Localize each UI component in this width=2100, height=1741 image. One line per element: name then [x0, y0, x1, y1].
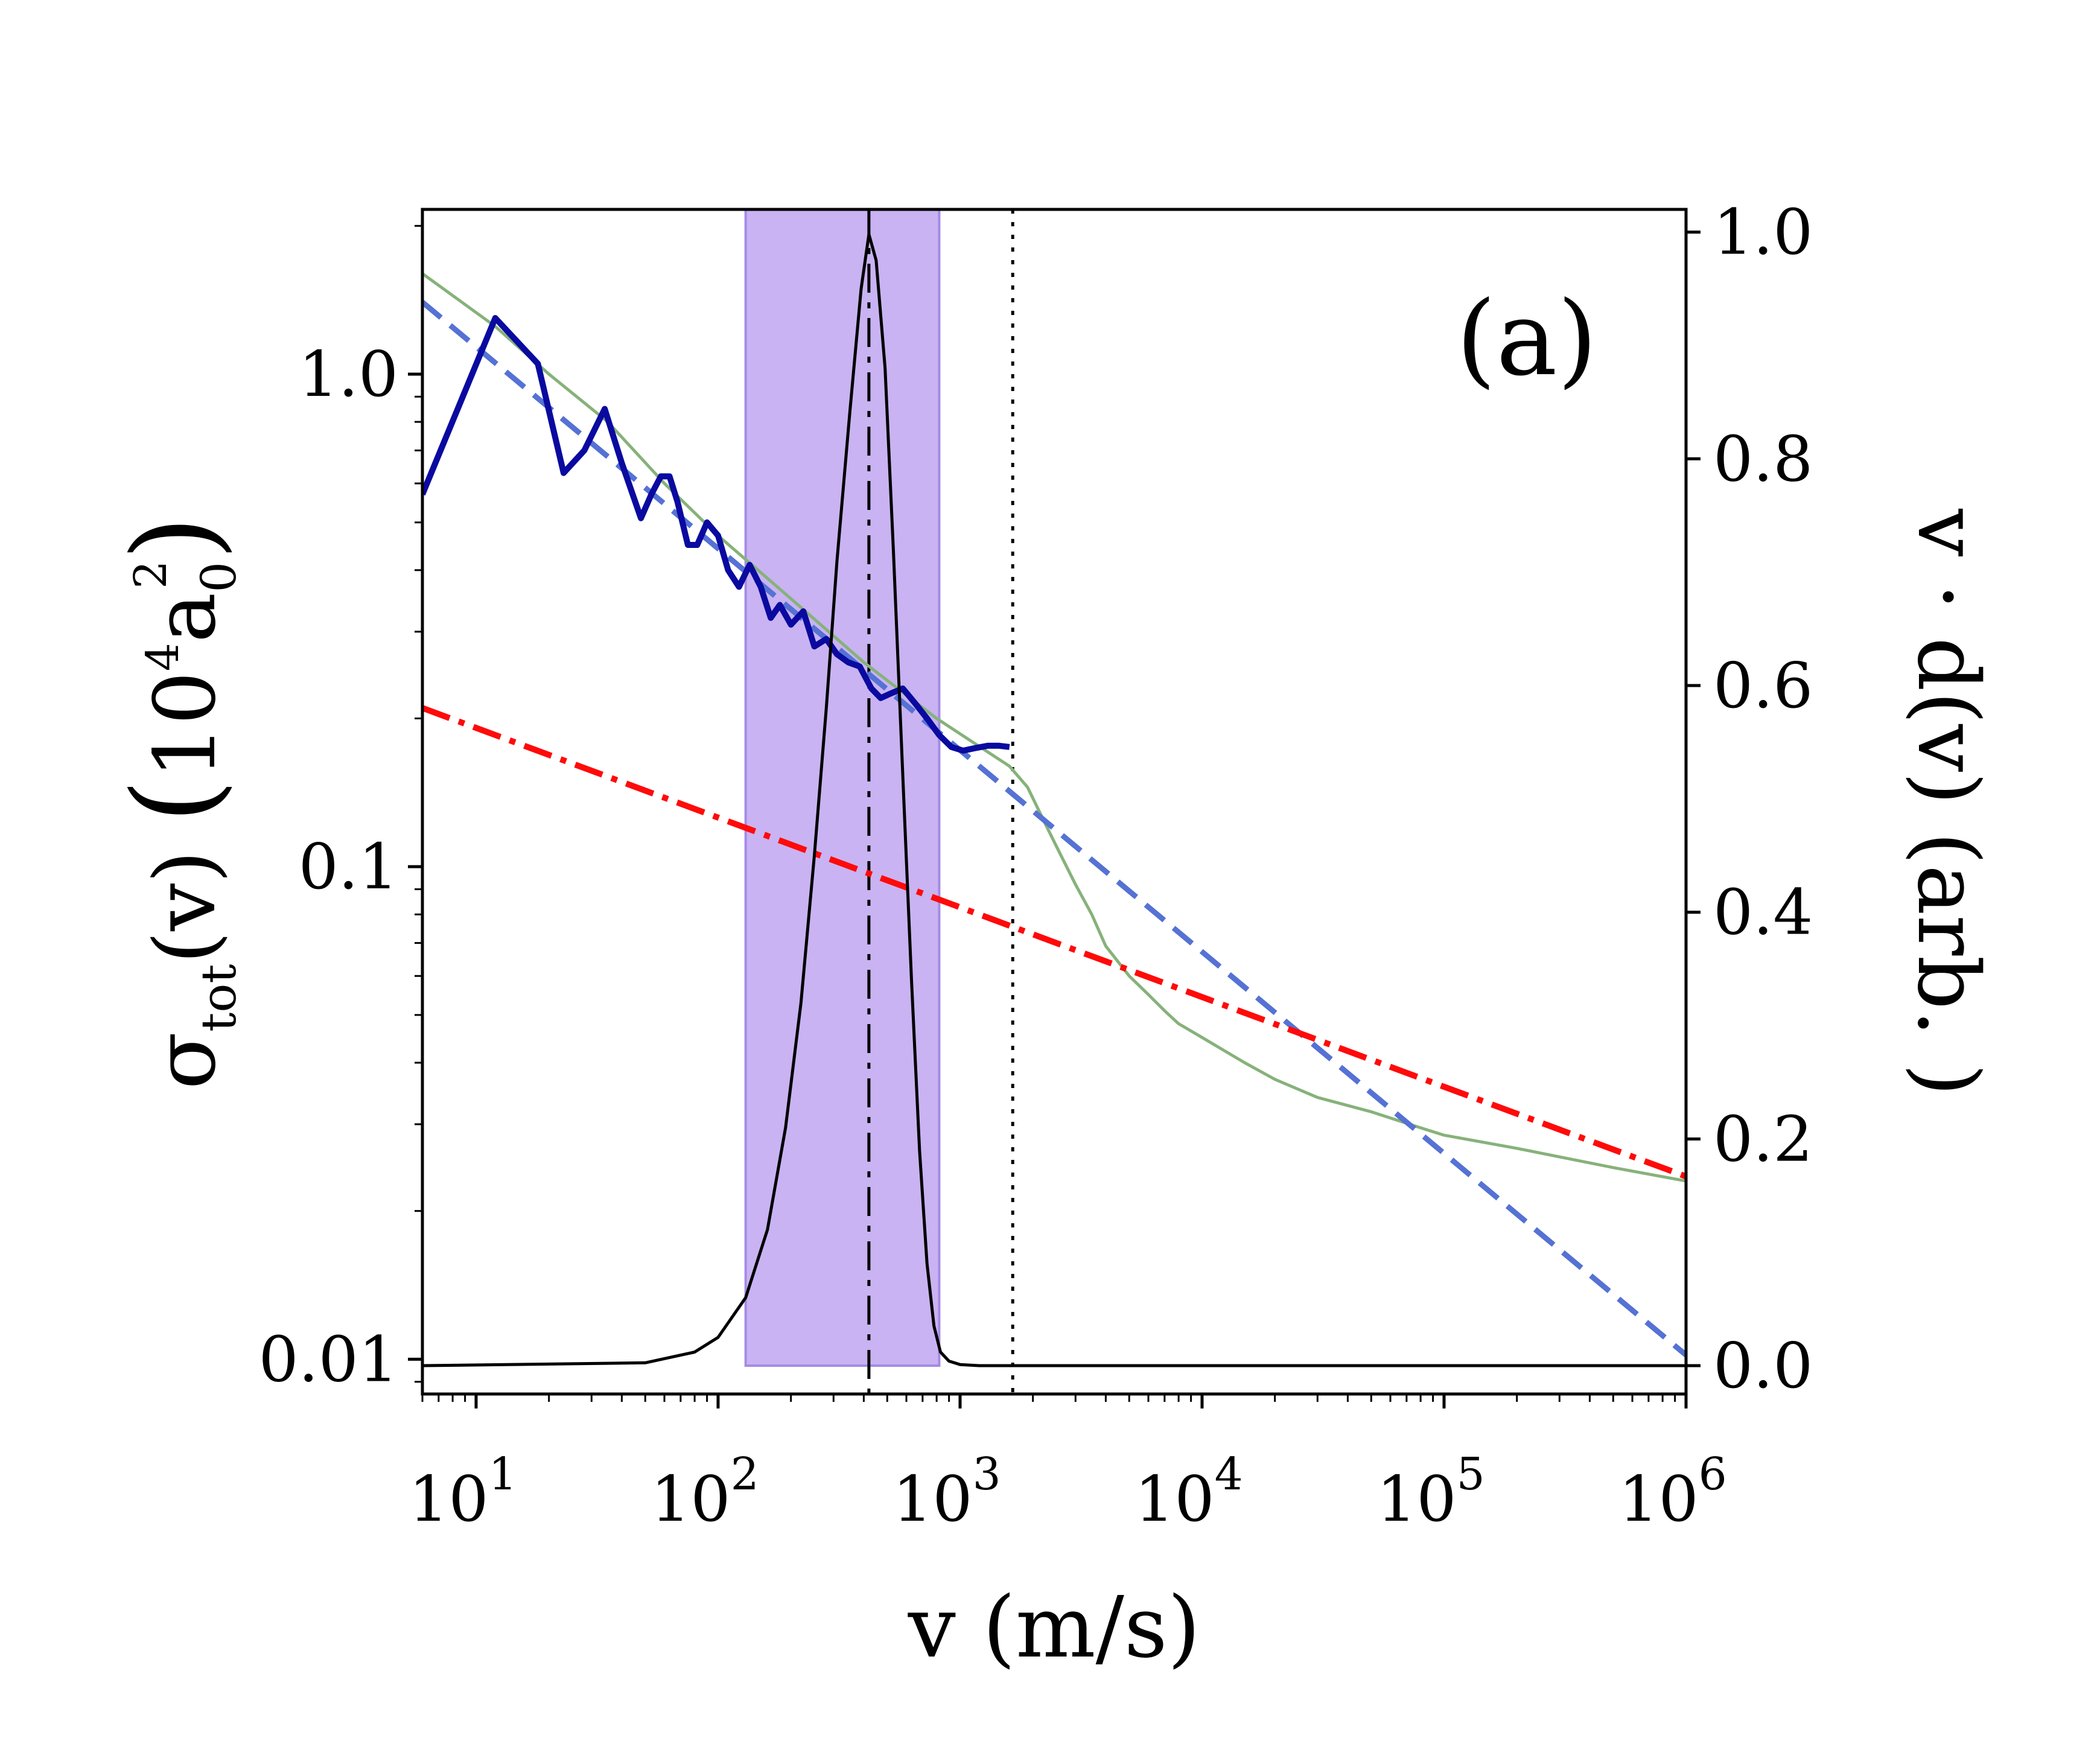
x-tick-base: 10 — [892, 1462, 972, 1536]
vertical-lines-layer — [867, 209, 1014, 1394]
x-tick-label: 106 — [1618, 1448, 1726, 1536]
y-left-unit-space — [136, 824, 235, 851]
y-left-unit-sub: 0 — [191, 562, 247, 593]
x-tick-exp: 5 — [1457, 1448, 1485, 1500]
x-tick-exp: 6 — [1699, 1448, 1727, 1500]
x-tick-base: 10 — [1618, 1462, 1698, 1536]
x-tick-exp: 2 — [731, 1448, 759, 1500]
y-right-tick-label: 0.0 — [1713, 1329, 1813, 1402]
x-tick-label: 103 — [892, 1448, 1001, 1536]
x-tick-base: 10 — [1376, 1462, 1456, 1536]
y-right-tick-label: 0.6 — [1713, 649, 1813, 722]
series-layer — [422, 232, 1686, 1367]
x-tick-label: 104 — [1134, 1448, 1242, 1536]
x-tick-label: 102 — [651, 1448, 759, 1536]
x-tick-exp: 3 — [973, 1448, 1001, 1500]
series-line-2 — [422, 705, 1686, 1180]
y-left-unit-var: a — [136, 593, 235, 643]
series-line-4 — [422, 232, 1686, 1367]
y-left-unit-close: ) — [108, 516, 241, 561]
x-tick-base: 10 — [409, 1462, 488, 1536]
y-right-axis-label: v · d(v) (arb. ) — [1898, 508, 1997, 1096]
x-tick-base: 10 — [1134, 1462, 1214, 1536]
x-tick-exp: 4 — [1215, 1448, 1243, 1500]
x-axis-label: v (m/s) — [908, 1579, 1201, 1677]
y-left-label-main: σ — [136, 1032, 235, 1090]
series-line-0 — [422, 315, 1010, 754]
y-right-tick-label: 1.0 — [1713, 196, 1813, 269]
y-left-label-rest: (v) — [136, 850, 235, 964]
y-left-tick-label: 0.1 — [299, 830, 398, 903]
y-left-label-sub: tot — [191, 964, 247, 1031]
panel-label: (a) — [1456, 279, 1597, 399]
series-line-1 — [422, 300, 1686, 1357]
y-left-tick-label: 0.01 — [258, 1322, 398, 1396]
x-tick-label: 105 — [1376, 1448, 1484, 1536]
x-tick-label: 101 — [409, 1448, 517, 1536]
y-right-tick-label: 0.2 — [1713, 1102, 1813, 1176]
ticks-layer: 101 102 103 104 105 1060.010.11.00.00.20.40.6… — [258, 196, 1813, 1536]
y-left-axis-label: σtot(v) (104a02) — [108, 516, 247, 1090]
x-tick-exp: 1 — [489, 1448, 517, 1500]
plot-frame — [421, 208, 1688, 1396]
y-left-unit-base: 10 — [136, 671, 235, 778]
y-left-unit-sup2: 2 — [125, 561, 177, 589]
y-right-tick-label: 0.8 — [1713, 422, 1813, 495]
labels-layer: (a) v (m/s) σtot(v) (104a02) v · d(v) (a… — [108, 279, 1997, 1677]
y-left-unit-open: ( — [108, 778, 241, 823]
y-left-tick-label: 1.0 — [299, 337, 398, 411]
y-right-tick-label: 0.4 — [1713, 876, 1813, 949]
x-tick-base: 10 — [651, 1462, 730, 1536]
y-left-unit-sup: 4 — [137, 643, 189, 671]
